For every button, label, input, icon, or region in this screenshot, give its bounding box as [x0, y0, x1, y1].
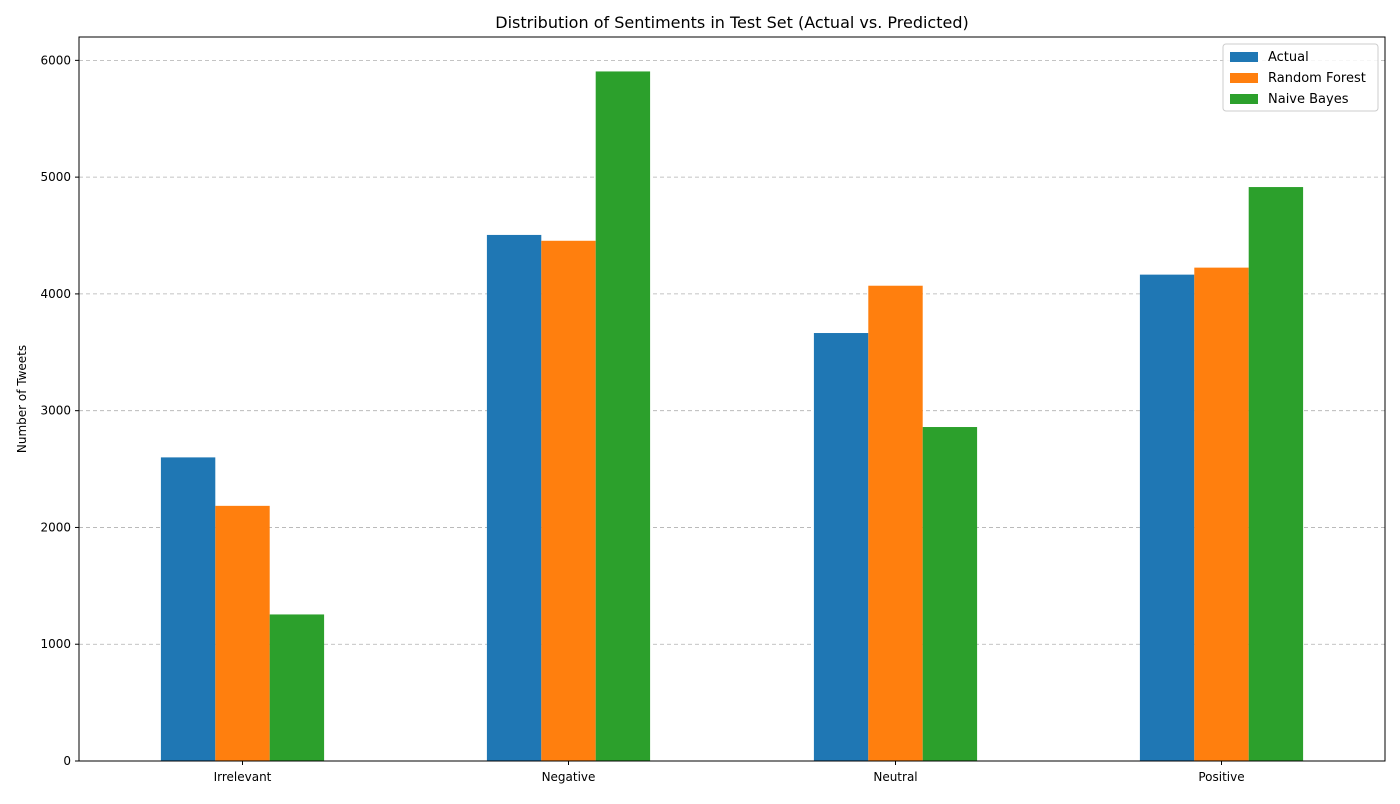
- x-tick-label-negative: Negative: [542, 770, 596, 784]
- bar-random-forest-neutral: [868, 285, 923, 761]
- x-axis-ticks: Irrelevant Negative Neutral Positive: [214, 761, 1245, 784]
- legend-swatch-random-forest: [1230, 73, 1258, 83]
- y-tick-label-1000: 1000: [40, 637, 71, 651]
- y-tick-label-5000: 5000: [40, 170, 71, 184]
- bar-random-forest-negative: [541, 240, 596, 761]
- bars: [160, 71, 1304, 762]
- legend-swatch-naive-bayes: [1230, 94, 1258, 104]
- y-tick-label-0: 0: [63, 754, 71, 768]
- legend-label-random-forest: Random Forest: [1268, 71, 1366, 86]
- y-axis-label: Number of Tweets: [15, 345, 29, 453]
- legend-label-naive-bayes: Naive Bayes: [1268, 92, 1349, 107]
- bar-naive-bayes-positive: [1248, 187, 1304, 762]
- bar-actual-irrelevant: [160, 457, 216, 761]
- bar-naive-bayes-irrelevant: [269, 614, 325, 761]
- legend: Actual Random Forest Naive Bayes: [1222, 43, 1379, 112]
- x-tick-label-positive: Positive: [1198, 770, 1244, 784]
- bar-naive-bayes-neutral: [922, 427, 978, 761]
- y-tick-label-6000: 6000: [40, 53, 71, 67]
- legend-label-actual: Actual: [1268, 50, 1309, 65]
- bar-actual-positive: [1139, 274, 1195, 761]
- chart-title: Distribution of Sentiments in Test Set (…: [495, 13, 968, 32]
- y-axis-ticks: 0 1000 2000 3000 4000 5000 6000: [40, 53, 79, 768]
- legend-frame: [1222, 43, 1379, 112]
- bar-random-forest-irrelevant: [215, 505, 270, 761]
- bar-random-forest-positive: [1194, 267, 1249, 761]
- bar-actual-neutral: [813, 333, 869, 761]
- bar-actual-negative: [486, 234, 542, 761]
- y-tick-label-4000: 4000: [40, 287, 71, 301]
- legend-swatch-actual: [1230, 52, 1258, 62]
- y-tick-label-3000: 3000: [40, 404, 71, 418]
- bar-naive-bayes-negative: [595, 71, 651, 762]
- y-tick-label-2000: 2000: [40, 520, 71, 534]
- x-tick-label-neutral: Neutral: [873, 770, 917, 784]
- x-tick-label-irrelevant: Irrelevant: [214, 770, 272, 784]
- plot-frame: [78, 36, 1386, 762]
